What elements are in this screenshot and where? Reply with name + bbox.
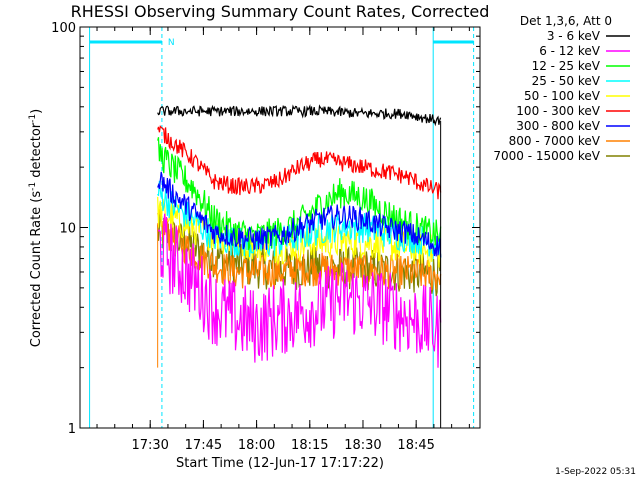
night-marker: N bbox=[168, 38, 175, 48]
series-line bbox=[157, 104, 442, 127]
series-line bbox=[157, 213, 442, 368]
x-tick-label: 18:30 bbox=[344, 438, 381, 453]
footer-timestamp: 1-Sep-2022 05:31 bbox=[555, 467, 636, 477]
series-line bbox=[157, 137, 442, 251]
x-tick-label: 18:00 bbox=[238, 438, 275, 453]
plot-area: N bbox=[89, 27, 475, 428]
x-tick-label: 17:45 bbox=[185, 438, 222, 453]
legend-label: 12 - 25 keV bbox=[532, 59, 601, 73]
series-line bbox=[157, 171, 442, 258]
x-tick-label: 17:30 bbox=[131, 438, 168, 453]
legend-title: Det 1,3,6, Att 0 bbox=[520, 14, 612, 28]
x-tick-label: 18:45 bbox=[397, 438, 434, 453]
series-line bbox=[157, 125, 442, 200]
y-axis-label: Corrected Count Rate (s-1 detector-1) bbox=[28, 109, 44, 347]
y-tick-label: 1 bbox=[68, 422, 76, 437]
x-tick-label: 18:15 bbox=[291, 438, 328, 453]
y-tick-label: 10 bbox=[59, 222, 76, 237]
legend-label: 7000 - 15000 keV bbox=[493, 149, 600, 163]
legend-label: 800 - 7000 keV bbox=[509, 134, 601, 148]
legend-label: 50 - 100 keV bbox=[524, 89, 601, 103]
chart-title: RHESSI Observing Summary Count Rates, Co… bbox=[71, 2, 490, 21]
axes: 17:30 17:45 18:00 18:15 18:30 18:45 1 10 100 bbox=[51, 21, 481, 453]
legend-label: 25 - 50 keV bbox=[532, 74, 601, 88]
x-axis-label: Start Time (12-Jun-17 17:17:22) bbox=[176, 456, 384, 471]
legend-label: 100 - 300 keV bbox=[516, 104, 600, 118]
legend-label: 300 - 800 keV bbox=[516, 119, 600, 133]
legend-label: 3 - 6 keV bbox=[547, 29, 601, 43]
legend-label: 6 - 12 keV bbox=[539, 44, 601, 58]
y-tick-label: 100 bbox=[51, 21, 76, 36]
